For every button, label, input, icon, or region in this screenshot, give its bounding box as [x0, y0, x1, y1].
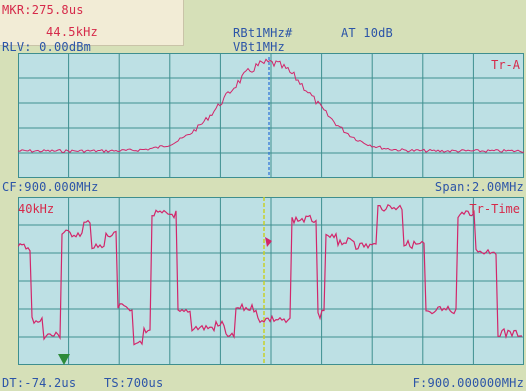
- time-domain-trace: [18, 203, 522, 346]
- span-setting: Span:2.00MHz: [434, 180, 524, 194]
- marker-readout-box: [0, 0, 184, 46]
- reference-level: RLV: 0.00dBm: [2, 40, 92, 54]
- frequency-readout: F:900.000000MHz: [412, 376, 524, 390]
- spectrum-plot: [18, 53, 524, 178]
- time-domain-panel: 40kHz Tr-Time: [18, 197, 524, 365]
- marker-offset-readout: 44.5kHz: [46, 25, 98, 39]
- attenuation-setting: AT 10dB: [341, 26, 393, 40]
- bottom-trace-label: Tr-Time: [469, 202, 520, 216]
- center-frequency: CF:900.000MHz: [2, 180, 99, 194]
- top-trace-label: Tr-A: [491, 58, 520, 72]
- vbw-setting: VBt1MHz: [233, 40, 285, 54]
- time-scale-readout: TS:700us: [104, 376, 164, 390]
- rbw-setting: RBt1MHz#: [233, 26, 293, 40]
- delta-time-readout: DT:-74.2us: [2, 376, 77, 390]
- bottom-marker-arrow: [265, 237, 272, 247]
- time-domain-plot: [18, 197, 524, 365]
- marker-time-readout: MKR:275.8us: [2, 3, 84, 17]
- bottom-scale-label: 40kHz: [18, 202, 55, 216]
- marker-triangle-icon: [58, 354, 70, 365]
- spectrum-panel: Tr-A: [18, 53, 524, 178]
- spectrum-trace: [18, 58, 524, 154]
